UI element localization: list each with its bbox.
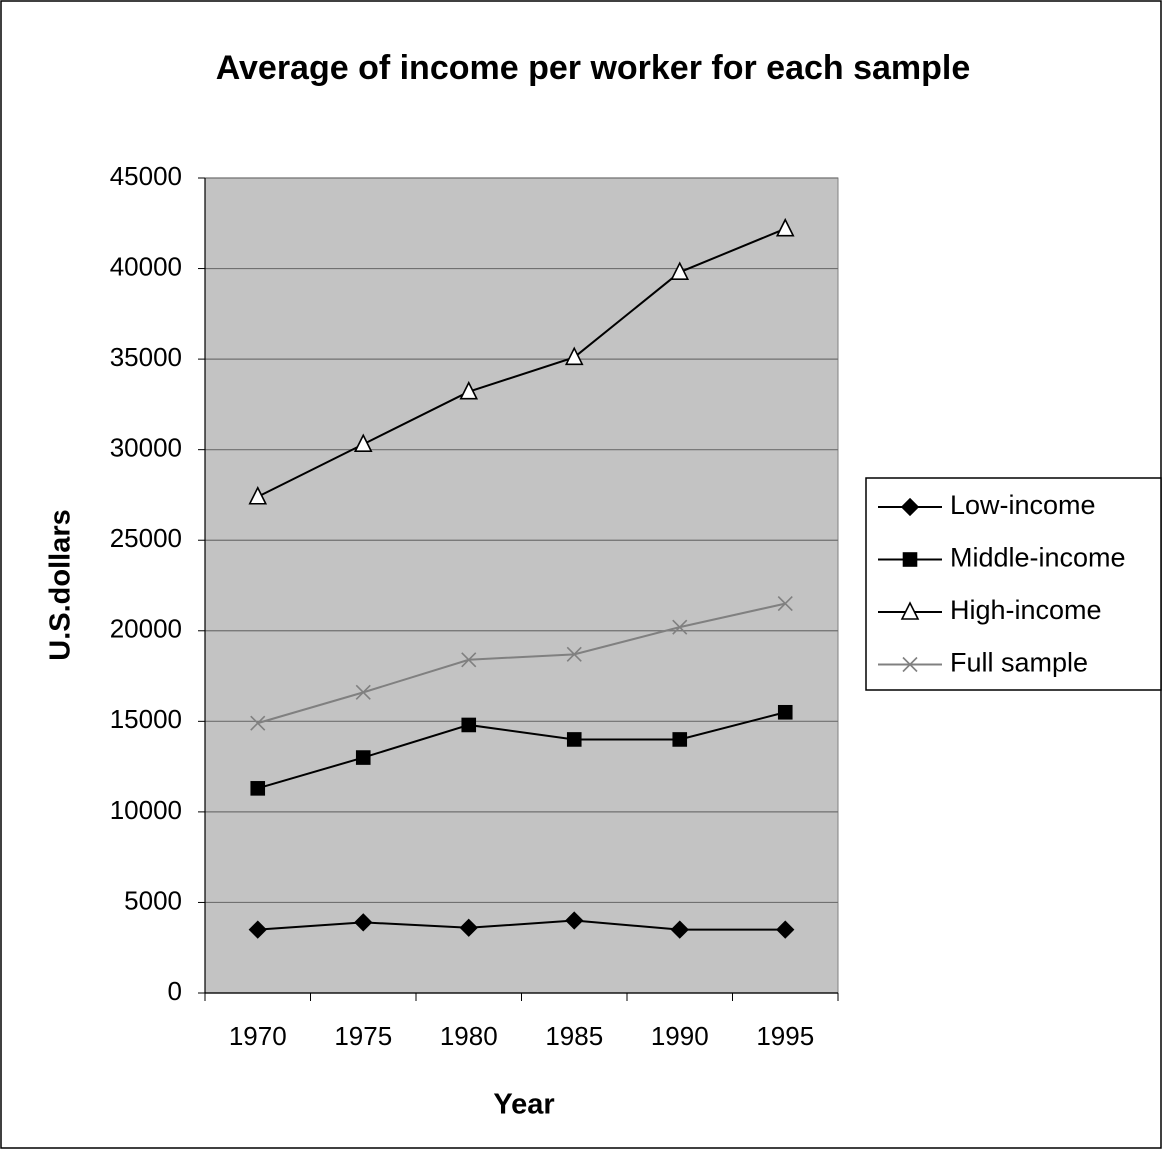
y-tick-label: 25000 xyxy=(110,523,182,553)
marker xyxy=(775,217,795,237)
marker xyxy=(353,433,373,453)
marker xyxy=(565,911,584,930)
y-tick-label: 35000 xyxy=(110,342,182,372)
legend-box xyxy=(865,477,1162,691)
marker xyxy=(248,485,268,505)
plot-area xyxy=(204,177,839,994)
x-tick-label: 1995 xyxy=(756,1021,814,1051)
x-tick-label: 1980 xyxy=(440,1021,498,1051)
legend-marker xyxy=(900,601,920,620)
marker xyxy=(250,781,266,796)
marker xyxy=(461,652,477,668)
x-tick-label: 1985 xyxy=(545,1021,603,1051)
legend-label: Full sample xyxy=(950,648,1088,678)
legend-marker xyxy=(902,656,918,673)
marker xyxy=(670,920,689,939)
x-tick-label: 1990 xyxy=(651,1021,709,1051)
x-tick-label: 1975 xyxy=(334,1021,392,1051)
legend-label: Middle-income xyxy=(950,543,1126,573)
legend-label: High-income xyxy=(950,595,1102,625)
y-tick-label: 20000 xyxy=(110,614,182,644)
y-tick-label: 45000 xyxy=(110,161,182,191)
marker xyxy=(566,732,582,747)
legend-label: Low-income xyxy=(950,490,1096,520)
legend-marker xyxy=(900,497,920,517)
marker xyxy=(354,913,373,932)
chart-title: Average of income per worker for each sa… xyxy=(216,49,971,87)
marker xyxy=(670,261,690,280)
series-line xyxy=(257,919,786,931)
series-line xyxy=(257,711,786,790)
y-axis-title: U.S.dollars xyxy=(45,509,77,661)
marker xyxy=(355,684,371,700)
legend-marker xyxy=(902,552,918,567)
marker xyxy=(459,380,479,400)
y-tick-label: 15000 xyxy=(110,704,182,734)
y-tick-label: 40000 xyxy=(110,251,182,281)
legend: Low-income Middle-income High-income Full s… xyxy=(865,477,1162,691)
marker xyxy=(672,619,688,635)
x-axis-title: Year xyxy=(493,1089,554,1121)
marker xyxy=(672,732,688,747)
marker xyxy=(355,750,371,765)
y-tick-label: 5000 xyxy=(124,885,182,915)
marker xyxy=(248,920,267,939)
marker xyxy=(777,704,793,720)
marker xyxy=(776,920,795,939)
marker xyxy=(461,717,477,733)
series-line xyxy=(257,227,786,498)
y-tick-label: 10000 xyxy=(110,795,182,825)
y-tick-label: 30000 xyxy=(110,433,182,463)
x-tick-label: 1970 xyxy=(229,1021,287,1051)
marker xyxy=(459,918,478,937)
marker xyxy=(566,646,582,662)
series-line xyxy=(257,602,786,725)
marker xyxy=(777,596,793,612)
y-tick-label: 0 xyxy=(168,976,182,1006)
marker xyxy=(250,715,266,731)
marker xyxy=(564,346,584,366)
